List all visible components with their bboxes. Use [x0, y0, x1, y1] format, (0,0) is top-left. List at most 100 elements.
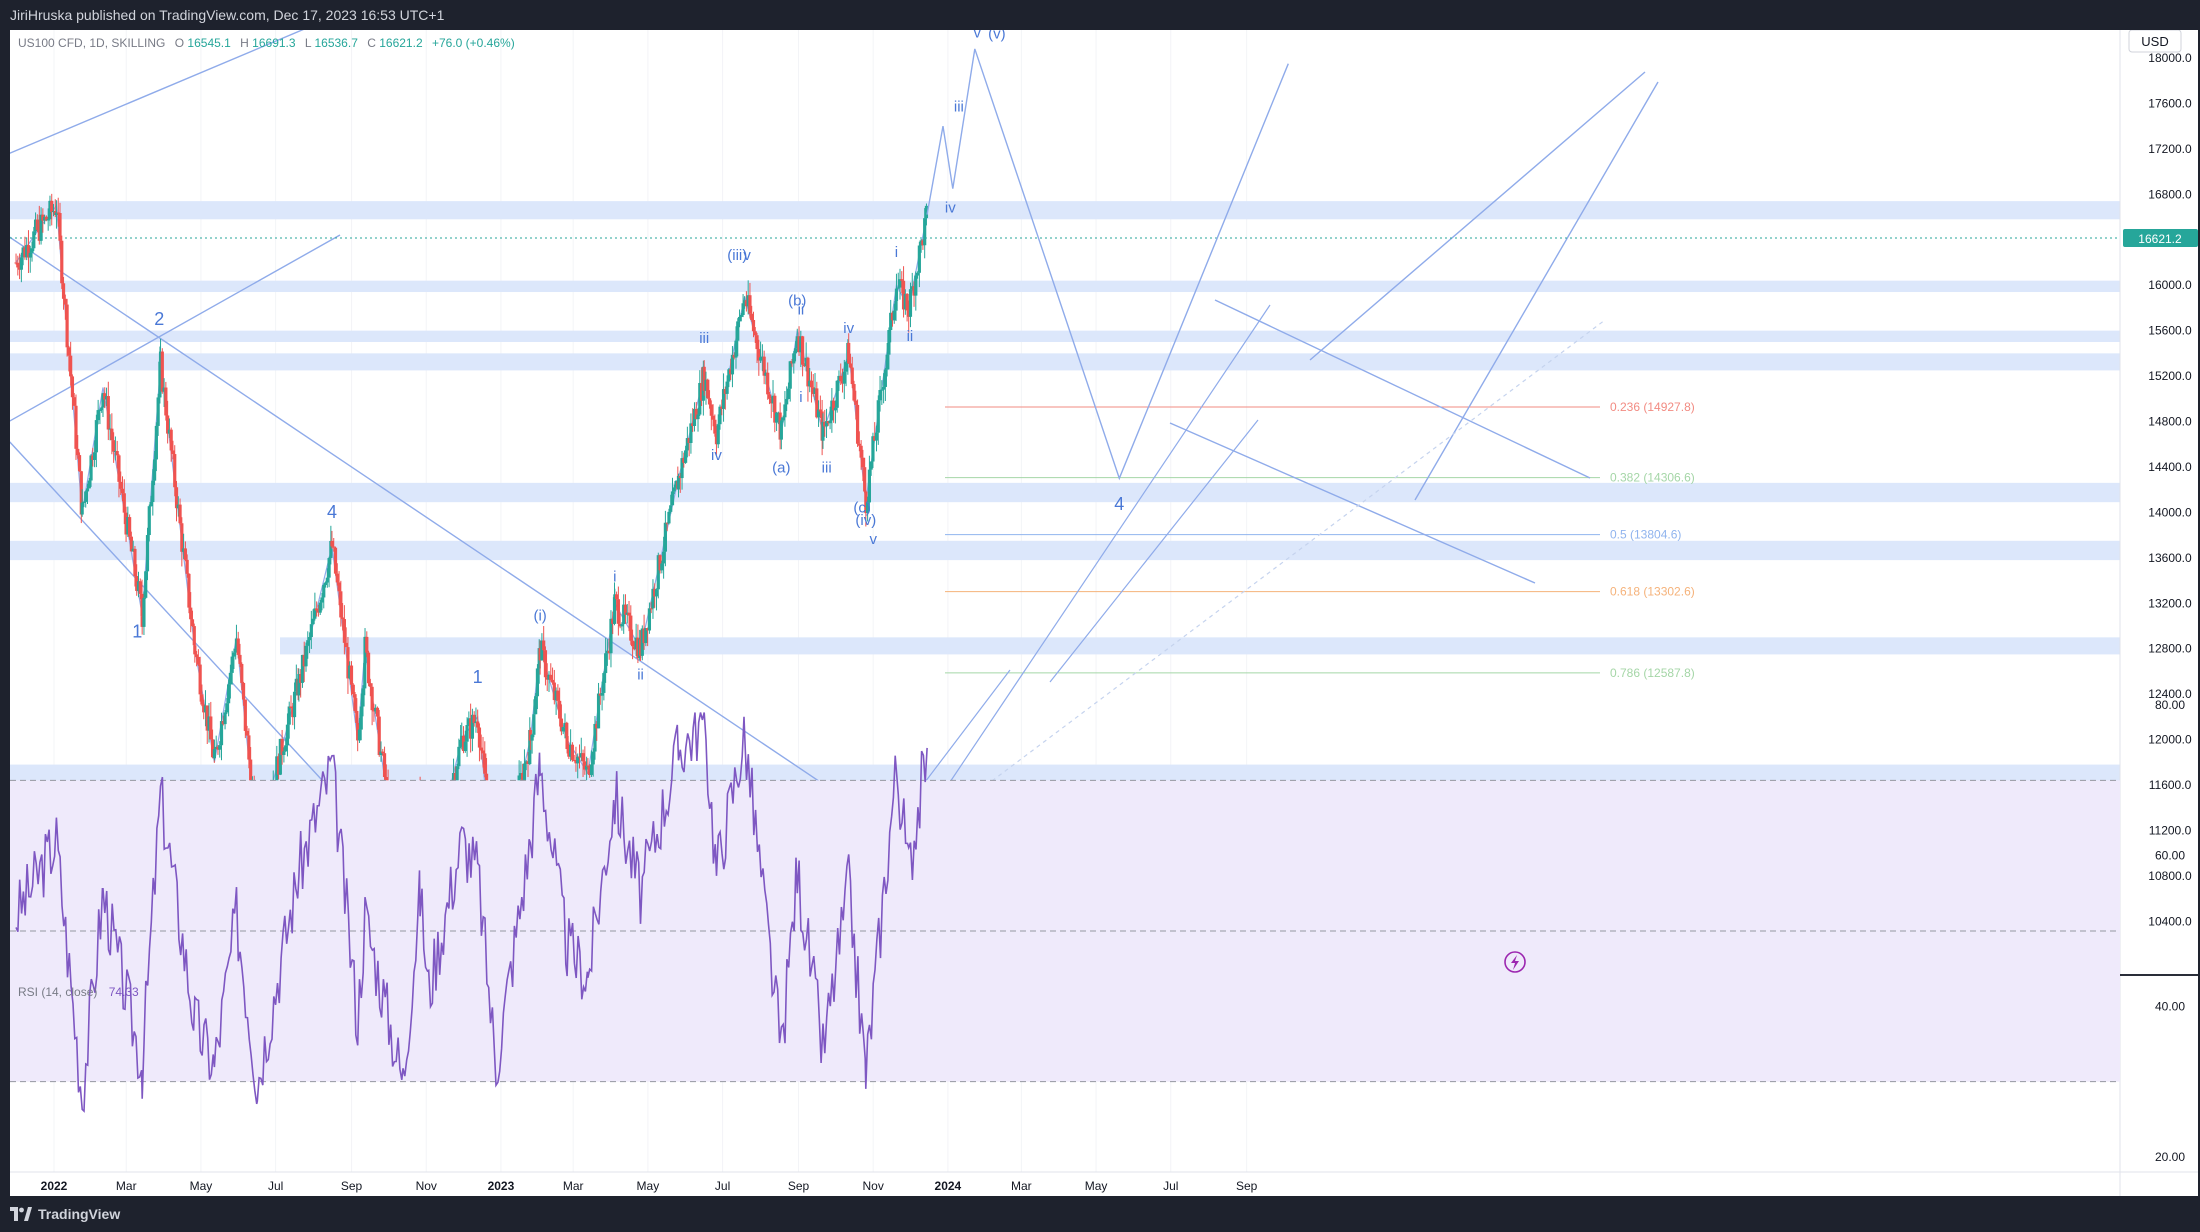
candle: [711, 404, 715, 427]
candle: [280, 729, 284, 765]
currency-box: [2128, 29, 2182, 53]
candle: [654, 588, 659, 611]
candle: [917, 241, 921, 288]
wave-label: (v): [988, 30, 1006, 43]
candle: [530, 733, 534, 754]
candle: [750, 305, 754, 322]
candle: [839, 363, 843, 386]
downtrend-line: [7, 235, 967, 881]
time-tick-label: Mar: [1011, 1179, 1032, 1193]
rsi-tick-label: 60.00: [2155, 849, 2185, 863]
wave-label: v: [743, 247, 751, 264]
candle: [240, 662, 244, 691]
candle: [115, 440, 119, 469]
lightning-icon[interactable]: [1504, 951, 1526, 973]
candle: [219, 712, 224, 761]
candle: [751, 311, 756, 338]
candle: [847, 333, 851, 364]
candle: [734, 326, 738, 369]
candle: [912, 281, 916, 307]
candle: [826, 421, 830, 426]
candle: [625, 604, 629, 624]
candle: [613, 588, 617, 608]
candle: [907, 300, 911, 333]
candle: [642, 614, 646, 650]
candle: [297, 668, 301, 702]
svg-text:RSI (14, close) 74.33: RSI (14, close) 74.33: [18, 985, 139, 999]
candle: [556, 684, 560, 710]
candle: [67, 345, 71, 372]
candle: [287, 701, 291, 739]
candle: [769, 396, 773, 419]
channel-mid-line: [7, 234, 341, 423]
rsi-panel: [10, 712, 2198, 1113]
candle: [811, 374, 815, 397]
legend-c-label: C: [367, 36, 376, 50]
candle: [171, 440, 175, 460]
price-tick-label: 10800.0: [2148, 869, 2192, 883]
candle: [725, 375, 729, 400]
candle: [43, 214, 47, 225]
candle: [70, 374, 75, 410]
zone-band: [10, 540, 2120, 561]
candle: [483, 741, 487, 778]
candle: [709, 400, 713, 431]
candle: [113, 436, 118, 461]
candle: [649, 601, 653, 614]
candle: [644, 627, 648, 647]
candle: [89, 454, 93, 487]
candle: [883, 367, 887, 401]
candle: [339, 580, 343, 627]
candle: [467, 711, 471, 727]
candle: [593, 715, 597, 760]
candle: [351, 683, 355, 698]
candle: [786, 382, 791, 400]
candle: [131, 540, 135, 552]
candle: [558, 687, 562, 727]
candle: [212, 739, 217, 761]
legend-close: 16621.2: [379, 36, 423, 50]
candle: [707, 390, 712, 409]
candle: [236, 631, 240, 659]
candle: [874, 425, 879, 452]
candle: [808, 368, 812, 393]
candle: [166, 400, 170, 444]
candle: [896, 272, 900, 289]
candle: [921, 239, 925, 250]
candle: [683, 445, 688, 464]
candle: [687, 437, 691, 457]
candle: [96, 399, 100, 425]
wave-label: ii: [637, 666, 644, 683]
candle: [173, 445, 177, 497]
chart-canvas[interactable]: 0.236 (14927.8) 0.382 (14306.6) 0.5 (13804…: [7, 6, 2198, 1196]
candle: [322, 583, 326, 609]
candle: [311, 609, 315, 625]
candle: [479, 734, 483, 760]
candle: [160, 348, 164, 394]
candle: [589, 750, 594, 778]
wave-v-channel-upper: [1309, 71, 1646, 361]
candle: [41, 208, 45, 233]
candle: [101, 392, 105, 418]
candle: [98, 408, 102, 425]
candle: [223, 710, 227, 730]
candle: [30, 241, 34, 262]
candle: [14, 253, 18, 265]
time-tick-label: May: [1085, 1179, 1108, 1193]
zone-band: [10, 353, 2120, 371]
candle: [678, 472, 682, 493]
candle: [835, 380, 839, 413]
candle: [660, 560, 664, 574]
wave-label: v: [869, 531, 877, 548]
candle: [189, 592, 193, 633]
candle: [855, 399, 860, 447]
candle: [474, 707, 478, 733]
candle: [730, 346, 735, 388]
candle: [739, 313, 743, 322]
candle: [51, 204, 56, 217]
candle: [588, 764, 592, 778]
candle: [193, 641, 197, 663]
candle: [857, 431, 861, 452]
candle: [284, 737, 288, 752]
tradingview-brand[interactable]: TradingView: [10, 1196, 120, 1232]
